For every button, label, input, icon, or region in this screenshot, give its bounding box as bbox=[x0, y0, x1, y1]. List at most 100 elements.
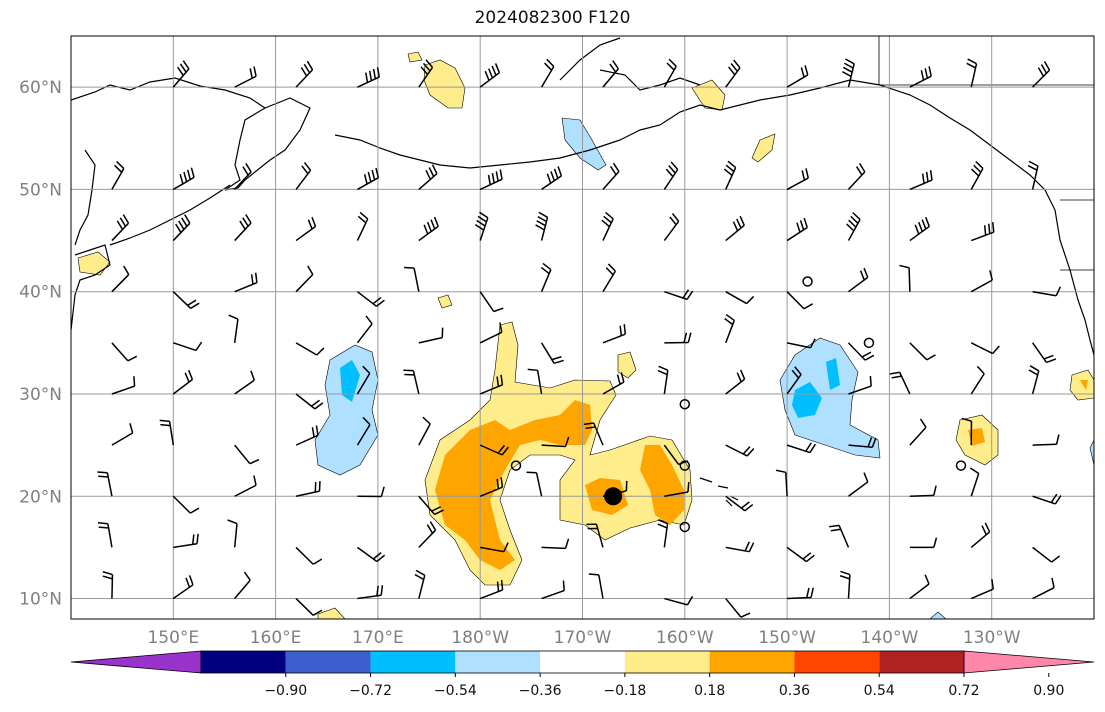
wind-barb bbox=[357, 585, 384, 600]
wind-barb bbox=[848, 437, 877, 448]
negative-anomaly-region bbox=[314, 344, 379, 476]
wind-barb bbox=[1032, 577, 1055, 600]
lon-label: 160°W bbox=[656, 628, 714, 648]
wind-barb bbox=[841, 58, 855, 88]
calm-wind-circle bbox=[679, 398, 691, 410]
wind-barb bbox=[725, 495, 754, 512]
wind-barb bbox=[847, 342, 875, 361]
wind-barb bbox=[970, 365, 985, 395]
wind-barb bbox=[786, 168, 809, 191]
positive-anomaly-core bbox=[435, 400, 592, 570]
wind-barb bbox=[966, 58, 978, 88]
wind-barb bbox=[970, 579, 995, 600]
map-frame bbox=[70, 35, 1095, 620]
wind-barb bbox=[295, 598, 323, 616]
wind-barb bbox=[1032, 493, 1062, 505]
wind-barb bbox=[909, 216, 930, 242]
wind-barb bbox=[725, 59, 741, 88]
colorbar: −0.90 −0.72 −0.54 −0.36 −0.18 0.18 0.36 0.54 0.7… bbox=[70, 650, 1095, 699]
wind-barb bbox=[786, 442, 817, 454]
wind-barb bbox=[479, 291, 504, 313]
wind-barb bbox=[234, 272, 258, 293]
wind-barb bbox=[723, 160, 737, 190]
wind-barb bbox=[356, 211, 369, 241]
wind-barb bbox=[602, 324, 627, 344]
north-america-west-coastline bbox=[1054, 209, 1094, 356]
wind-barb bbox=[479, 444, 510, 456]
wind-barb bbox=[586, 523, 604, 548]
wind-barb bbox=[356, 416, 371, 446]
lat-label: 10°N bbox=[19, 590, 62, 610]
lat-label: 30°N bbox=[19, 385, 62, 405]
wind-barb bbox=[786, 546, 815, 563]
wind-barb bbox=[664, 332, 692, 344]
wind-barb bbox=[786, 65, 809, 88]
colorbar-tick-label: −0.36 bbox=[519, 683, 562, 699]
lat-label: 60°N bbox=[19, 78, 62, 98]
colorbar-tick-label: 0.36 bbox=[779, 683, 810, 699]
wind-barb bbox=[725, 598, 751, 618]
wind-barb bbox=[234, 475, 257, 497]
wind-barb bbox=[909, 170, 933, 191]
wind-barb bbox=[909, 574, 930, 600]
colorbar-min-extend bbox=[70, 650, 202, 674]
wind-barb bbox=[295, 546, 323, 565]
wind-barb bbox=[540, 262, 552, 292]
lon-label: 140°W bbox=[861, 628, 919, 648]
colorbar-frame bbox=[200, 650, 965, 674]
colorbar-segment bbox=[285, 651, 371, 673]
colorbar-tick-label: 0.18 bbox=[694, 683, 725, 699]
wind-barb bbox=[663, 58, 677, 88]
wind-barb bbox=[414, 569, 426, 599]
wind-barb bbox=[725, 291, 755, 305]
wind-barb bbox=[356, 315, 373, 344]
wind-barb bbox=[234, 163, 252, 190]
colorbar-segment bbox=[370, 651, 456, 673]
wind-barb bbox=[588, 573, 604, 599]
wind-barb bbox=[357, 486, 385, 498]
canada-border bbox=[878, 36, 1094, 271]
wind-barb bbox=[602, 60, 620, 88]
lon-label: 150°W bbox=[758, 628, 816, 648]
wind-barb bbox=[480, 542, 509, 553]
wind-barb bbox=[848, 267, 869, 293]
wind-barb bbox=[526, 471, 543, 497]
wind-barb bbox=[357, 546, 386, 563]
wind-barb bbox=[418, 521, 437, 548]
wind-barb bbox=[295, 425, 319, 446]
wind-barb bbox=[541, 580, 565, 600]
wind-barb bbox=[172, 214, 191, 242]
calm-wind-circle bbox=[863, 337, 875, 349]
wind-barb bbox=[1032, 61, 1051, 88]
wind-barb bbox=[527, 368, 543, 395]
negative-anomaly-core bbox=[792, 382, 822, 418]
wind-barb bbox=[295, 481, 321, 497]
wind-barb bbox=[664, 289, 694, 301]
wind-barb bbox=[111, 214, 130, 242]
wind-barb bbox=[479, 322, 503, 344]
colorbar-segment bbox=[540, 651, 625, 673]
wind-barb bbox=[102, 571, 114, 599]
wind-barb bbox=[846, 212, 861, 241]
wind-barb bbox=[839, 570, 851, 599]
wind-barb bbox=[97, 522, 113, 548]
colorbar-segment bbox=[455, 651, 541, 673]
wind-barb bbox=[479, 169, 503, 191]
longitude-labels: 150°E 160°E 170°E 180°W 170°W 160°W 150°W 140°W… bbox=[147, 628, 1020, 648]
wind-barb bbox=[725, 444, 755, 457]
wind-barb bbox=[775, 469, 788, 497]
lon-label: 170°E bbox=[352, 628, 404, 648]
wind-barb bbox=[474, 211, 489, 241]
wind-barb bbox=[786, 291, 814, 310]
wind-barb bbox=[970, 522, 991, 548]
wind-barb bbox=[111, 423, 134, 446]
wind-barb bbox=[111, 265, 130, 293]
hokkaido-coastline bbox=[71, 244, 111, 331]
wind-barb bbox=[404, 266, 420, 292]
wind-barb bbox=[786, 338, 816, 349]
positive-anomaly-small bbox=[317, 607, 346, 619]
wind-barb bbox=[111, 342, 138, 362]
wind-barb bbox=[724, 313, 736, 344]
wind-barb bbox=[295, 265, 314, 293]
wind-barb bbox=[228, 314, 239, 343]
